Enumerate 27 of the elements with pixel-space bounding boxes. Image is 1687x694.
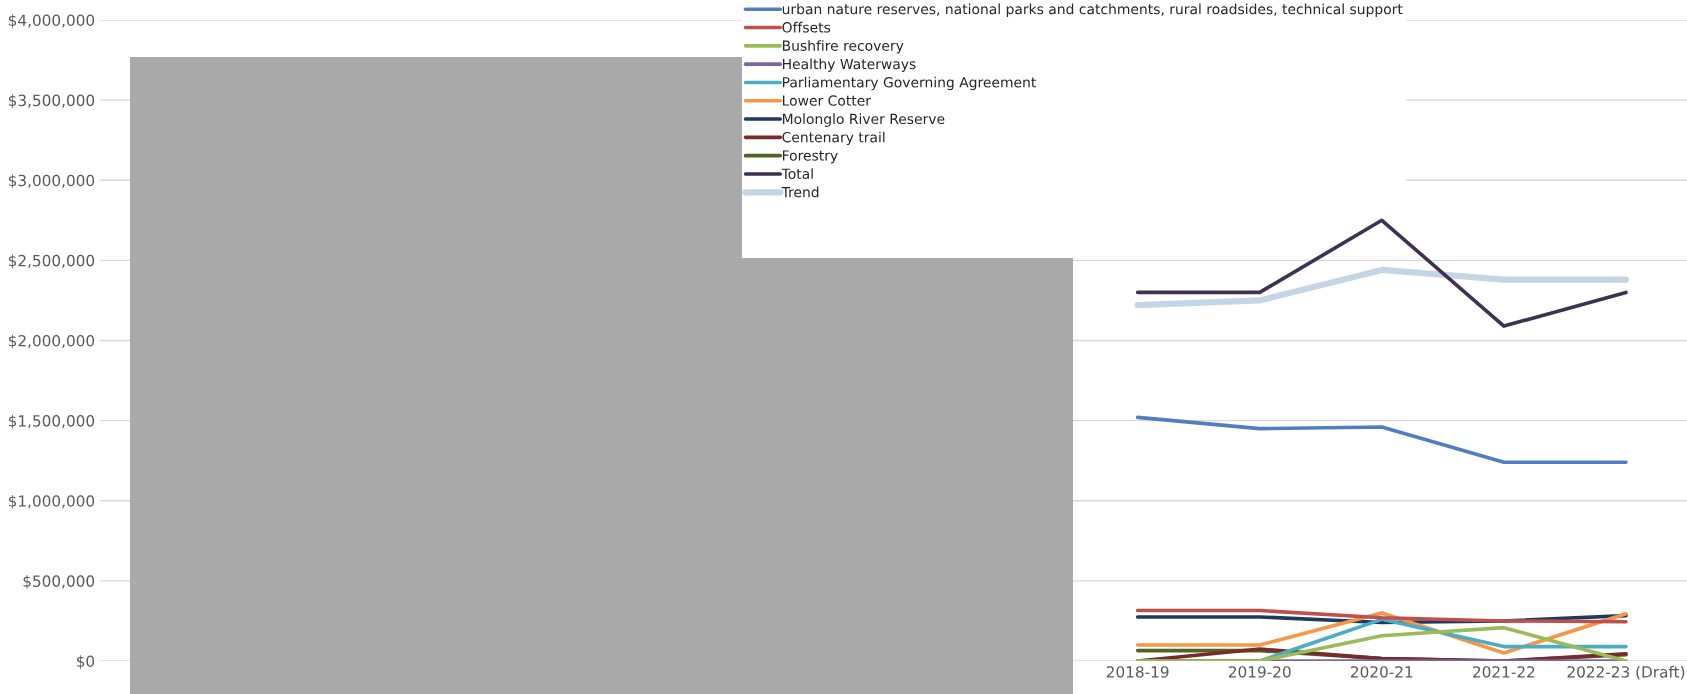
x-tick-label: 2021-22 [1473, 666, 1535, 678]
legend-label: Offsets [782, 21, 831, 33]
legend-label: Centenary trail [782, 131, 885, 146]
y-tick-label: $3,500,000 [8, 94, 95, 109]
line-series [1135, 415, 1628, 465]
legend-label: Molonglo River Reserve [782, 113, 945, 127]
x-tick-label: 2019-20 [1228, 666, 1291, 678]
legend-label: Forestry [782, 150, 838, 164]
y-tick-label: $4,000,000 [8, 14, 95, 29]
legend-label: Trend [781, 186, 819, 198]
y-tick-label: $2,500,000 [8, 254, 95, 269]
legend-label: Lower Cotter [782, 95, 871, 106]
x-tick-label: 2018-19 [1106, 666, 1169, 678]
y-tick-label: $3,000,000 [8, 174, 95, 189]
legend-label: Healthy Waterways [782, 58, 916, 72]
x-tick-label: 2022-23 (Draft) [1567, 665, 1685, 680]
legend-label: Bushfire recovery [782, 40, 904, 54]
y-tick-label: $500,000 [23, 575, 95, 589]
legend-label: Total [781, 168, 813, 180]
legend-label: urban nature reserves, national parks and catchments, rural roadsides, technical support [782, 3, 1403, 17]
y-tick-label: $2,000,000 [8, 334, 95, 349]
line-series [1135, 608, 1628, 624]
y-tick-label: $1,500,000 [8, 414, 95, 429]
legend-label: Parliamentary Governing Agreement [782, 76, 1036, 91]
y-tick-label: $0 [76, 655, 95, 670]
y-tick-label: $1,000,000 [8, 494, 95, 509]
x-tick-label: 2020-21 [1351, 666, 1413, 678]
